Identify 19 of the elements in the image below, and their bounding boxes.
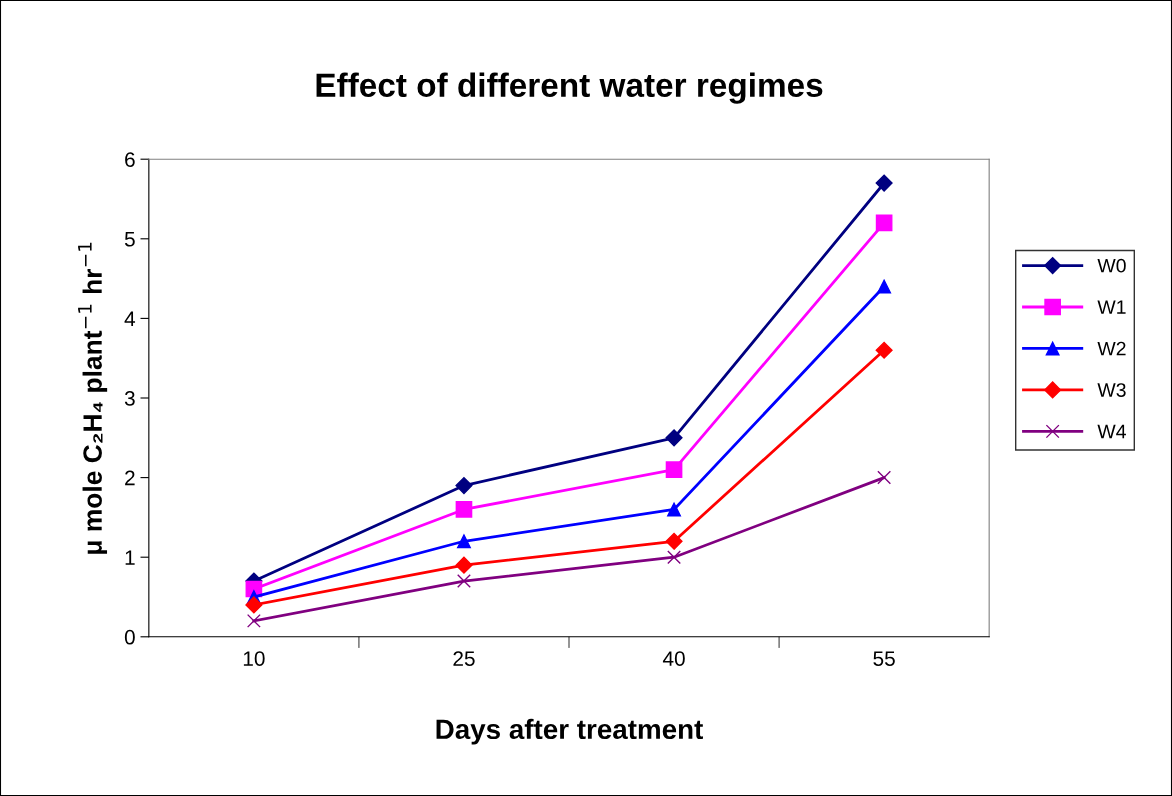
legend-label: W3 (1097, 383, 1126, 397)
y-tick-label: 4 (124, 311, 136, 326)
y-tick-label: 1 (125, 550, 135, 565)
y-axis-title: μ mole C₂H₄ plant$^{−1}$ hr$^{−1}$ (78, 242, 108, 554)
y-tick-label: 3 (124, 391, 135, 406)
y-tick-label: 0 (124, 629, 135, 645)
x-tick-label: 55 (873, 651, 895, 666)
y-tick-label: 6 (125, 152, 135, 167)
chart-title: Effect of different water regimes (316, 72, 823, 104)
legend-label: W4 (1097, 424, 1126, 439)
x-tick-label: 25 (453, 651, 475, 666)
x-tick-label: 10 (243, 651, 265, 666)
y-tick-label: 2 (125, 470, 135, 486)
x-axis-title: Days after treatment (436, 718, 703, 745)
y-tick-label: 5 (124, 232, 135, 247)
legend-label: W2 (1097, 341, 1126, 356)
x-tick-label: 40 (662, 651, 685, 666)
legend-label: W1 (1097, 300, 1126, 314)
legend-label: W0 (1097, 258, 1126, 273)
